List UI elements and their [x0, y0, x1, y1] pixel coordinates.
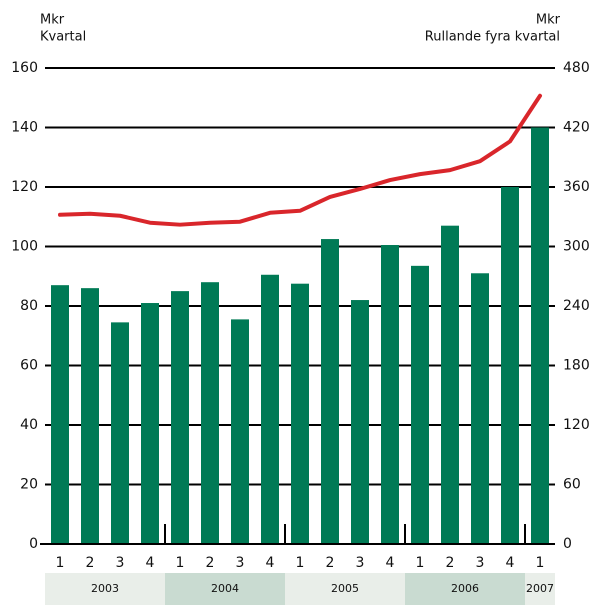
x-tick-label: 2	[446, 555, 455, 571]
y-label: Kvartal	[40, 30, 86, 45]
y2-tick-label: 300	[563, 239, 590, 255]
bar	[51, 285, 69, 544]
x-tick-label: 2	[326, 555, 335, 571]
bar	[111, 322, 129, 544]
y-tick-label: 60	[20, 358, 38, 374]
y2-tick-label: 480	[563, 60, 590, 76]
x-tick-label: 4	[386, 555, 395, 571]
y-tick-label: 100	[11, 239, 38, 255]
y-tick-label: 40	[20, 417, 38, 433]
year-label: 2006	[451, 582, 479, 595]
x-tick-label: 1	[536, 555, 545, 571]
year-label: 2004	[211, 582, 239, 595]
x-tick-label: 3	[476, 555, 485, 571]
bar	[171, 291, 189, 544]
y2-label: Mkr	[536, 13, 561, 28]
line	[58, 93, 542, 227]
y2-tick-label: 120	[563, 417, 590, 433]
year-label: 2005	[331, 582, 359, 595]
y2-tick-label: 60	[563, 477, 581, 493]
bar	[231, 319, 249, 544]
bar	[81, 288, 99, 544]
year-label: 2003	[91, 582, 119, 595]
bar	[411, 265, 429, 544]
x-tick-label: 3	[236, 555, 245, 571]
x-tick-label: 3	[116, 555, 125, 571]
x-tick-label: 1	[56, 555, 65, 571]
x-tick-label: 2	[206, 555, 215, 571]
y2-tick-label: 420	[563, 120, 590, 136]
y2-tick-label: 0	[563, 536, 572, 552]
year-band	[405, 573, 525, 605]
y-tick-label: 80	[20, 298, 38, 314]
year-band	[165, 573, 285, 605]
x-tick-label: 1	[296, 555, 305, 571]
x-tick-label: 2	[86, 555, 95, 571]
bar	[201, 282, 219, 544]
year-band	[525, 573, 555, 605]
y2-label: Rullande fyra kvartal	[425, 30, 560, 45]
bar	[531, 127, 549, 544]
x-tick-label: 4	[266, 555, 275, 571]
y-tick-label: 140	[11, 120, 38, 136]
bar	[141, 303, 159, 544]
x-tick-label: 1	[176, 555, 185, 571]
bar	[291, 283, 309, 544]
year-band	[45, 573, 165, 605]
bar	[261, 274, 279, 544]
x-tick-label: 1	[416, 555, 425, 571]
y-tick-label: 0	[29, 536, 38, 552]
x-tick-label: 4	[506, 555, 515, 571]
year-band	[285, 573, 405, 605]
y-tick-label: 160	[11, 60, 38, 76]
bar	[381, 245, 399, 544]
y-label: Mkr	[40, 13, 65, 28]
bar	[471, 273, 489, 544]
year-label: 2007	[526, 582, 554, 595]
bar	[351, 300, 369, 544]
y-tick-label: 120	[11, 179, 38, 195]
y2-tick-label: 360	[563, 179, 590, 195]
x-tick-label: 3	[356, 555, 365, 571]
bar	[441, 225, 459, 545]
x-tick-label: 4	[146, 555, 155, 571]
bar	[321, 239, 339, 544]
y-tick-label: 20	[20, 477, 38, 493]
y2-tick-label: 240	[563, 298, 590, 314]
y2-tick-label: 180	[563, 358, 590, 374]
bar	[501, 187, 519, 544]
